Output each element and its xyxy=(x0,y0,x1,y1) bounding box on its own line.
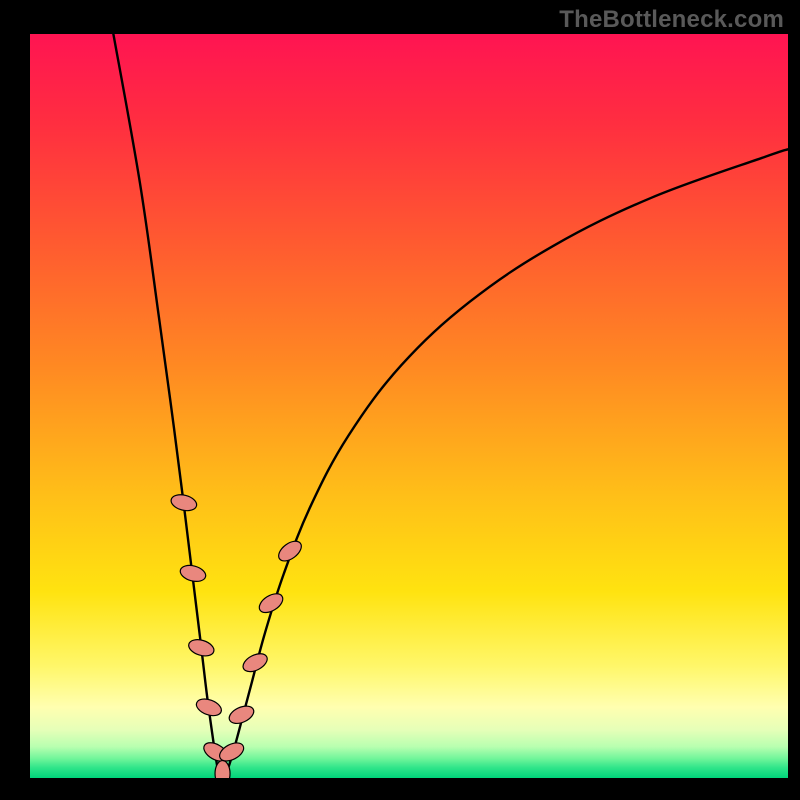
plot-area xyxy=(30,34,788,778)
attribution-text: TheBottleneck.com xyxy=(559,6,784,34)
curve-marker xyxy=(215,761,230,778)
plot-svg xyxy=(30,34,788,778)
gradient-background xyxy=(30,34,788,778)
